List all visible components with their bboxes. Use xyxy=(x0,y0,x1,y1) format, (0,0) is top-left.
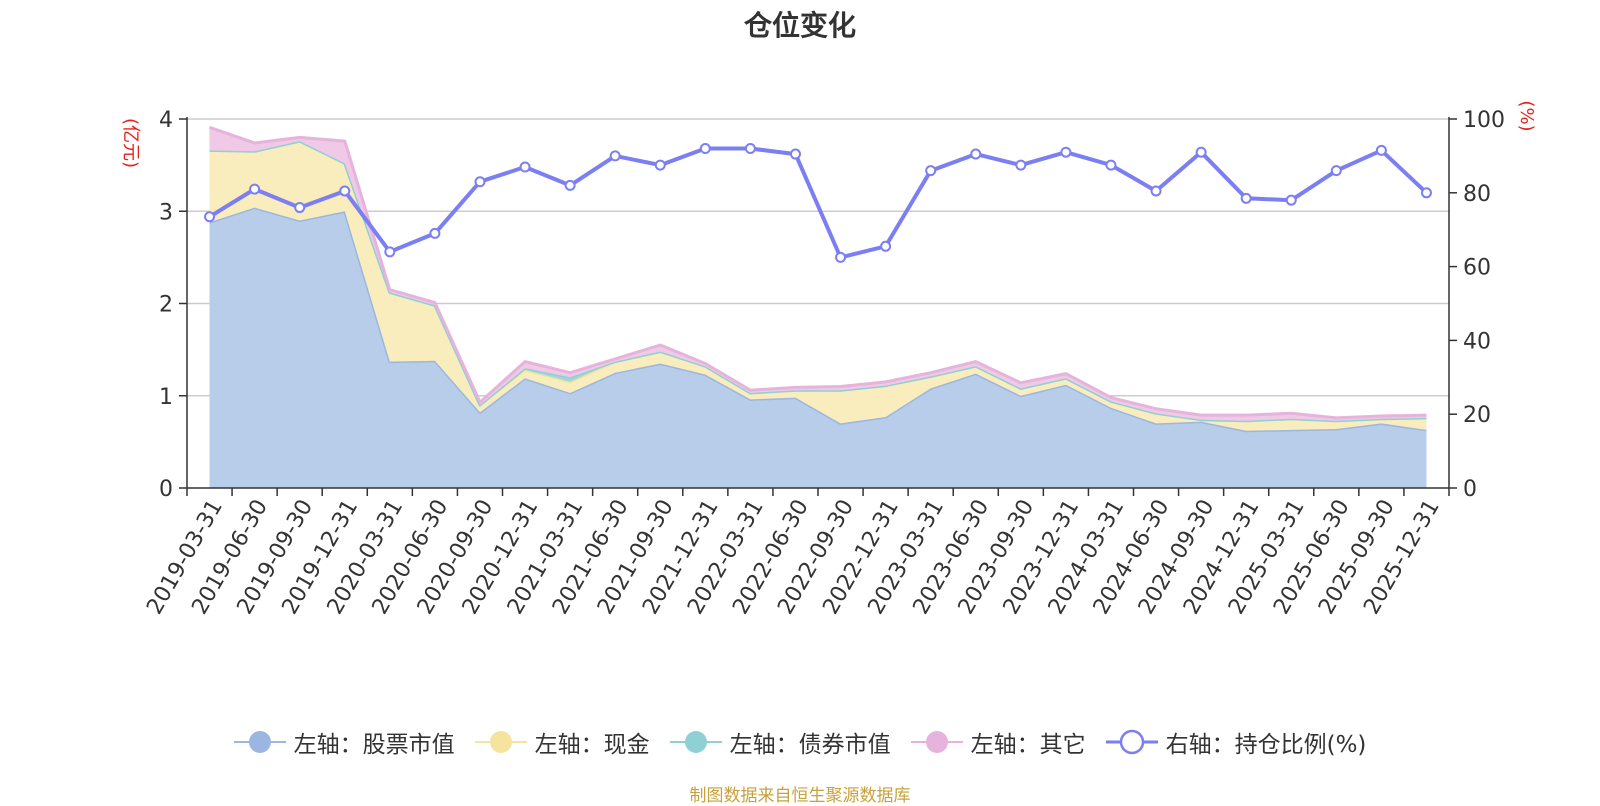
legend-item[interactable]: 左轴：股票市值 xyxy=(233,725,455,759)
line-point xyxy=(564,179,576,191)
line-point xyxy=(1060,146,1072,158)
area-series-0 xyxy=(209,207,1427,488)
axis-layer xyxy=(179,117,1457,496)
left-axis-tick-label: 4 xyxy=(159,108,173,133)
line-point xyxy=(249,183,261,195)
legend-label: 左轴：股票市值 xyxy=(293,732,455,758)
line-point xyxy=(925,165,937,177)
chart-title: 仓位变化 xyxy=(743,9,856,42)
line-point xyxy=(835,251,847,263)
left-axis-tick-label: 3 xyxy=(159,200,173,225)
line-point xyxy=(384,246,396,258)
line-point xyxy=(1420,187,1432,199)
legend-swatch-icon xyxy=(910,731,963,753)
left-axis-tick-label: 2 xyxy=(159,293,173,318)
line-point xyxy=(609,150,621,162)
line-point xyxy=(204,211,216,223)
line-point xyxy=(294,202,306,214)
line-point xyxy=(744,143,756,155)
right-axis-tick-label: 100 xyxy=(1463,108,1505,133)
line-series-position-ratio xyxy=(208,146,1428,260)
legend-swatch-icon xyxy=(233,731,286,753)
line-point xyxy=(429,227,441,239)
line-point xyxy=(519,161,531,173)
left-axis-tick-label: 0 xyxy=(159,477,173,502)
area-edge-series-3 xyxy=(209,125,1427,420)
legend-swatch-icon xyxy=(474,731,527,753)
right-axis-tick-label: 20 xyxy=(1463,403,1491,428)
right-axis-tick-label: 80 xyxy=(1463,182,1491,207)
line-layer xyxy=(204,143,1432,263)
source-note: 制图数据来自恒生聚源数据库 xyxy=(689,786,911,806)
right-axis-tick-label: 40 xyxy=(1463,329,1491,354)
line-point xyxy=(654,159,666,171)
right-axis-tick-label: 0 xyxy=(1463,477,1477,502)
line-point xyxy=(1015,159,1027,171)
line-point xyxy=(1105,159,1117,171)
right-axis-unit: (%) xyxy=(1516,100,1537,131)
left-axis-unit: (亿元) xyxy=(120,118,141,168)
legend: 左轴：股票市值 左轴：现金 左轴：债券市值 左轴：其它 右轴：持仓比例(%) xyxy=(0,722,1600,762)
line-point xyxy=(1285,194,1297,206)
line-point xyxy=(339,185,351,197)
line-point xyxy=(970,148,982,160)
line-point xyxy=(880,240,892,252)
line-point xyxy=(474,176,486,188)
line-point xyxy=(699,143,711,155)
line-point xyxy=(1375,144,1387,156)
left-axis-tick-label: 1 xyxy=(159,385,173,410)
area-layer xyxy=(209,125,1427,488)
legend-item[interactable]: 左轴：债券市值 xyxy=(669,725,891,759)
legend-label: 右轴：持仓比例(%) xyxy=(1165,732,1367,758)
area-series-1 xyxy=(209,141,1427,431)
line-point xyxy=(1330,165,1342,177)
line-point xyxy=(1150,185,1162,197)
legend-label: 左轴：债券市值 xyxy=(729,732,891,758)
legend-label: 左轴：其它 xyxy=(970,732,1086,758)
line-point xyxy=(1195,146,1207,158)
line-point xyxy=(789,148,801,160)
legend-item[interactable]: 左轴：其它 xyxy=(910,725,1086,759)
line-point xyxy=(1240,192,1252,204)
legend-item[interactable]: 右轴：持仓比例(%) xyxy=(1105,725,1367,759)
legend-label: 左轴：现金 xyxy=(534,732,650,758)
legend-swatch-icon xyxy=(669,731,722,753)
legend-item[interactable]: 左轴：现金 xyxy=(474,725,650,759)
chart-area: 012340204060801002019-03-312019-06-30201… xyxy=(120,100,1537,618)
legend-swatch-icon xyxy=(1105,729,1158,755)
right-axis-tick-label: 60 xyxy=(1463,256,1491,281)
